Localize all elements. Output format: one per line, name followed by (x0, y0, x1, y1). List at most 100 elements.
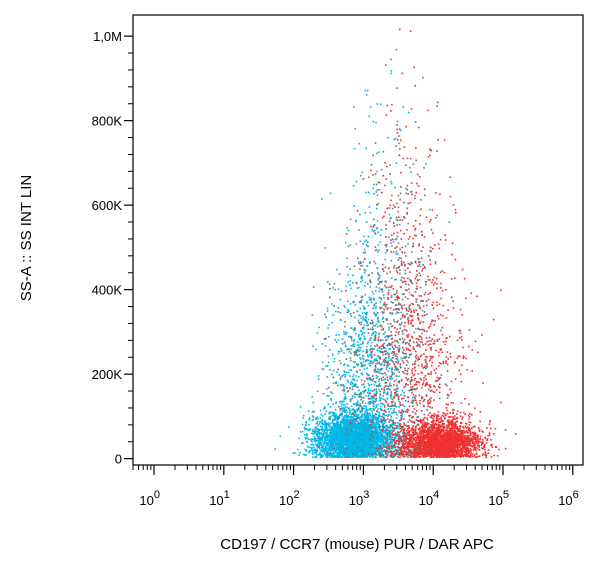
data-point (308, 446, 311, 448)
data-point (346, 379, 349, 381)
data-point (379, 450, 381, 452)
data-point (341, 419, 344, 421)
data-point (373, 313, 376, 316)
data-point (323, 453, 326, 455)
data-point (376, 431, 378, 434)
data-point (360, 418, 362, 421)
data-point (347, 335, 350, 338)
data-point (345, 345, 347, 348)
data-point (388, 348, 390, 350)
data-point (367, 318, 370, 321)
data-point (357, 437, 360, 440)
data-point (353, 418, 356, 420)
data-point (359, 442, 362, 445)
data-point (337, 350, 340, 353)
data-point (371, 416, 373, 419)
data-point (355, 420, 358, 422)
data-point (358, 442, 361, 445)
data-point (312, 415, 314, 417)
data-point (391, 429, 393, 431)
data-point (371, 430, 374, 432)
data-point (345, 439, 347, 441)
data-point (317, 439, 319, 441)
data-point (347, 229, 350, 232)
data-point (294, 452, 296, 454)
data-point (361, 415, 364, 418)
data-point (352, 434, 355, 436)
data-point (360, 429, 362, 432)
data-point (370, 354, 373, 357)
data-point (327, 361, 330, 364)
data-point (317, 378, 320, 380)
data-point (351, 375, 354, 378)
data-point (361, 312, 364, 314)
data-point (319, 409, 322, 412)
data-point (361, 452, 364, 454)
data-point (344, 404, 346, 406)
data-point (322, 434, 325, 436)
data-point (364, 452, 367, 454)
data-point (366, 241, 369, 243)
data-point (376, 429, 378, 431)
data-point (373, 304, 375, 307)
data-point (367, 355, 369, 358)
data-point (378, 432, 381, 434)
data-point (391, 427, 394, 429)
data-point (361, 442, 363, 445)
data-point (383, 449, 385, 452)
data-point (372, 187, 374, 189)
data-point (335, 423, 338, 426)
data-point (369, 285, 371, 288)
data-point (337, 421, 339, 424)
data-point (359, 456, 362, 458)
data-point (360, 301, 362, 304)
data-point (363, 318, 365, 320)
data-point (361, 408, 364, 411)
data-point (340, 413, 342, 415)
data-point (329, 439, 332, 442)
data-point (340, 424, 342, 426)
data-point (355, 404, 357, 406)
data-point (357, 433, 359, 435)
data-point (367, 304, 370, 307)
data-point (360, 431, 362, 433)
data-point (367, 445, 369, 448)
data-point (350, 434, 353, 436)
data-point (382, 392, 385, 395)
data-point (342, 422, 344, 425)
data-point (341, 438, 343, 440)
data-point (349, 433, 352, 436)
data-point (390, 294, 393, 297)
data-point (359, 402, 361, 405)
data-point (353, 340, 355, 343)
data-point (319, 432, 321, 434)
data-point (393, 319, 395, 321)
data-point (364, 410, 366, 413)
data-point (306, 435, 308, 437)
data-point (390, 392, 392, 394)
data-point (344, 409, 346, 411)
data-point (388, 377, 391, 380)
data-point (343, 400, 345, 403)
data-point (393, 427, 396, 429)
data-point (366, 244, 368, 246)
data-point (305, 421, 307, 423)
data-point (387, 136, 389, 139)
data-point (329, 446, 331, 448)
data-point (329, 433, 331, 435)
data-point (355, 428, 358, 431)
data-point (350, 421, 352, 424)
data-point (307, 410, 310, 412)
data-point (390, 301, 392, 303)
data-point (342, 434, 344, 436)
data-point (379, 438, 381, 441)
data-point (323, 444, 326, 446)
data-point (338, 436, 341, 438)
data-point (329, 445, 332, 447)
data-point (381, 367, 383, 370)
data-point (389, 449, 392, 451)
data-point (407, 243, 409, 245)
data-point (353, 427, 356, 429)
data-point (359, 358, 362, 361)
data-point (373, 183, 375, 186)
